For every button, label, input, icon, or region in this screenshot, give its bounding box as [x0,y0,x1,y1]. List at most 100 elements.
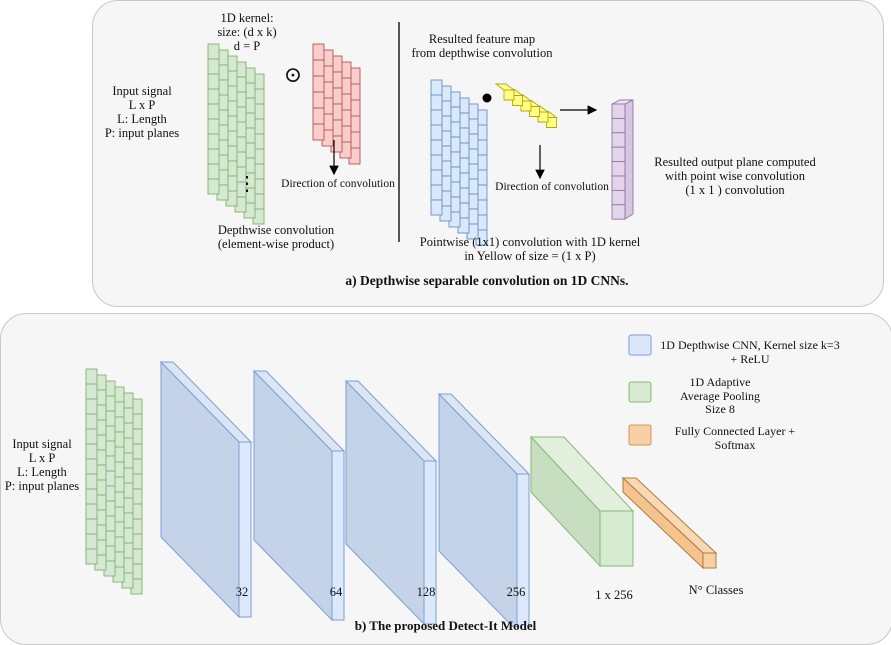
diagram-canvas [85,22,718,627]
input-signal-label-a: Input signal L x P L: Length P: input pl… [97,84,187,140]
caption-a: a) Depthwise separable convolution on 1D… [345,273,629,288]
input-signal-grid-a-cell [207,133,220,150]
cnn-layer-block [344,379,438,626]
legend-label-cnn: 1D Depthwise CNN, Kernel size k=3 + ReLU [650,338,850,366]
input-signal-line: L: Length [117,112,167,126]
kernel-grid-cell [312,91,325,109]
yellow-kernel-face [537,111,549,123]
yellow-kernel-face [529,106,540,117]
input-signal-grid-b-cell [85,503,98,520]
yellow-kernel [494,83,558,128]
kernel-grid-cell [312,123,325,141]
legend-swatch [628,334,652,356]
kernel-grid-cell [312,107,325,125]
input-signal-line: P: input planes [4,479,80,493]
feature-map-label-line: from depthwise convolution [411,46,553,60]
legend-label-line: Softmax [714,437,756,452]
legend-label-line: Fully Connected Layer + [674,424,796,438]
caption-b: b) The proposed Detect‑It Model [354,618,537,633]
output-label-line: with point wise convolution [665,169,805,183]
kernel-grid [312,43,361,165]
output-label: Resulted output plane computed with poin… [645,155,825,197]
input-signal-line: L x P [128,98,156,112]
fc-top [621,477,718,554]
input-signal-line: L: Length [17,465,67,479]
input-signal-grid-a-cell [207,163,220,180]
output-plane-cell [611,175,626,191]
input-signal-grid-b-cell [85,383,98,400]
cnn-layer-top [159,361,253,443]
legend-label-line: Average Pooling [679,388,761,403]
cnn-layer-block [252,369,346,622]
cnn-layer-top [437,393,531,475]
output-plane-cell [611,132,626,148]
feature-map-label-line: Resulted feature map [428,32,536,46]
feature-map-grid-cell [430,199,443,216]
input-signal-grid-b-cell [85,473,98,490]
layer-size-label: 32 [235,585,249,599]
input-signal-line: P: input planes [104,126,180,140]
input-signal-grid-a-cell [207,118,220,135]
input-signal-grid-b-cell [85,458,98,475]
pooling-block [529,435,635,568]
input-signal-grid-b-cell [85,398,98,415]
feature-map-grid-cell [430,124,443,141]
input-signal-grid-b-cell [85,533,98,550]
fc-side [702,552,717,569]
kernel-grid-cell [312,43,325,61]
input-signal-grid-b-cell [85,368,98,385]
input-signal-line: L x P [28,451,56,465]
layer-size-label: 128 [416,585,436,599]
output-plane-side [624,99,634,220]
depthwise-label-line: (element-wise product) [217,237,335,251]
feature-map-grid-cell [430,139,443,156]
kernel-label-line: 1D kernel: [220,11,274,25]
legend-label-pool: 1D Adaptive Average Pooling Size 8 [650,375,790,417]
kernel-grid-cell [312,75,325,93]
yellow-kernel-top [494,83,516,91]
input-signal-line: Input signal [112,84,172,98]
input-signal-grid-b-cell [85,428,98,445]
input-signal-grid-b-cell [85,443,98,460]
panel-a-graphics [207,22,634,246]
pooling-side [599,510,634,567]
feature-map-grid-cell [430,154,443,171]
classes-label: N° Classes [688,583,744,597]
output-plane [611,99,634,220]
layer-size-label: 64 [329,585,343,599]
input-signal-grid-b-cell [85,548,98,565]
cnn-layer-top [344,380,438,462]
feature-map-grid-cell [430,184,443,201]
layer-size-label: 256 [506,585,526,599]
fc-block [621,476,718,570]
output-label-line: (1 x 1 ) convolution [685,183,785,197]
legend-label-line: 1D Depthwise CNN, Kernel size k=3 [660,338,840,352]
feature-map-label: Resulted feature map from depthwise conv… [402,32,562,60]
pointwise-label: Pointwise (1x1) convolution with 1D kern… [410,235,650,263]
yellow-kernel-face [520,100,532,112]
feature-map-grid-cell [430,94,443,111]
output-plane-cell [611,204,626,220]
cnn-layer-side [516,473,530,627]
pointwise-label-line: in Yellow of size = (1 x P) [464,249,596,263]
input-signal-grid-a [207,43,265,225]
feature-map-grid [430,79,488,246]
legend-label-line: Size 8 [705,402,735,416]
feature-map-grid-cell [430,79,443,96]
cnn-layer-top [252,370,346,452]
feature-map-grid-cell [430,169,443,186]
output-plane-cell [611,103,626,119]
direction-label-1: Direction of convolution [281,178,395,190]
fc-face [622,476,704,570]
cnn-layer-block [159,360,253,619]
input-signal-grid-b-cell [85,413,98,430]
kernel-grid-cell [312,59,325,77]
feature-map-grid-cell [430,109,443,126]
direction-label-2: Direction of convolution [495,181,609,193]
kernel-label-line: size: (d x k) [217,25,277,39]
output-label-line: Resulted output plane computed [654,155,816,169]
legend-label-line: + ReLU [730,351,770,366]
cnn-layer-side [423,460,437,625]
kernel-label: 1D kernel: size: (d x k) d = P [212,11,282,53]
depthwise-label-line: Depthwise convolution [217,223,335,237]
